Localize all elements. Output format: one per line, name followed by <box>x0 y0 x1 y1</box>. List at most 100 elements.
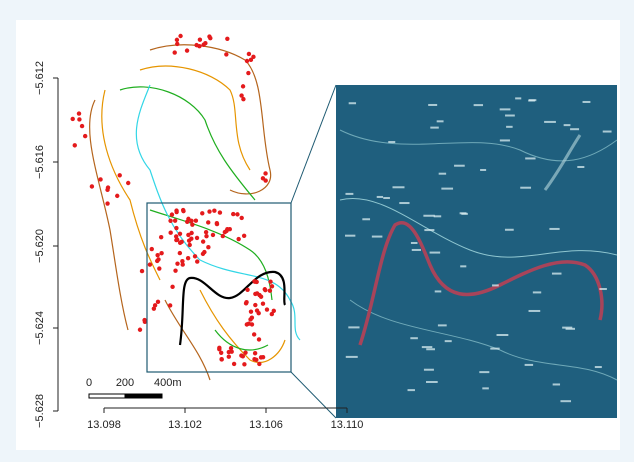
speck <box>500 108 511 110</box>
speck <box>439 173 446 175</box>
speck <box>560 400 571 402</box>
point <box>219 351 223 355</box>
point <box>148 262 152 266</box>
point <box>225 37 229 41</box>
point <box>175 261 179 265</box>
x-tick-label: 13.098 <box>87 419 121 431</box>
speck <box>410 337 418 339</box>
point <box>194 43 198 47</box>
point <box>219 357 223 361</box>
speck <box>426 381 438 383</box>
y-tick-label: −5.628 <box>34 394 46 428</box>
point <box>257 337 261 341</box>
point <box>77 111 81 115</box>
point <box>206 245 210 249</box>
speck <box>430 252 441 254</box>
point <box>261 302 265 306</box>
scale-segment <box>89 394 125 398</box>
point <box>168 219 172 223</box>
speck <box>520 187 531 189</box>
point <box>71 117 75 121</box>
speck <box>562 327 572 329</box>
point <box>270 284 274 288</box>
point <box>207 209 211 213</box>
speck <box>372 236 383 238</box>
point <box>239 353 243 357</box>
point <box>242 362 246 366</box>
x-tick-label: 13.106 <box>249 419 283 431</box>
speck <box>434 215 441 217</box>
point <box>253 351 257 355</box>
speck <box>570 128 579 130</box>
speck <box>399 202 409 204</box>
speck <box>424 229 434 231</box>
point <box>252 332 256 336</box>
point <box>181 262 185 266</box>
map-figure: 13.09813.10213.10613.110−5.612−5.616−5.6… <box>0 0 634 462</box>
speck <box>454 165 465 167</box>
x-tick-label: 13.102 <box>168 419 202 431</box>
speck <box>426 348 435 350</box>
point <box>246 71 250 75</box>
point <box>224 52 228 56</box>
point <box>170 212 174 216</box>
point <box>218 210 222 214</box>
speck <box>544 121 556 123</box>
point <box>256 311 260 315</box>
point <box>190 222 194 226</box>
speck <box>388 141 395 143</box>
point <box>254 358 258 362</box>
scale-segment <box>125 394 162 398</box>
point <box>227 355 231 359</box>
speck <box>490 348 499 350</box>
point <box>225 227 229 231</box>
point <box>175 42 179 46</box>
point <box>253 303 257 307</box>
speck <box>505 115 515 117</box>
zoom-panel <box>336 85 617 418</box>
point <box>208 36 212 40</box>
point <box>181 208 185 212</box>
speck <box>528 100 535 102</box>
point <box>155 253 159 257</box>
point <box>263 171 267 175</box>
point <box>232 362 236 366</box>
speck <box>349 102 356 104</box>
speck <box>362 218 370 220</box>
point <box>138 328 142 332</box>
speck <box>603 131 612 133</box>
point <box>206 220 210 224</box>
point <box>173 50 177 54</box>
point <box>174 238 178 242</box>
point <box>157 266 161 270</box>
speck <box>430 127 438 129</box>
point <box>178 251 182 255</box>
point <box>152 306 156 310</box>
point <box>242 234 246 238</box>
speck <box>533 291 541 293</box>
point <box>212 209 216 213</box>
speck <box>411 242 418 244</box>
point <box>247 52 251 56</box>
speck <box>438 324 447 326</box>
point <box>270 312 274 316</box>
point <box>211 233 215 237</box>
point <box>73 143 77 147</box>
point <box>150 247 154 251</box>
speck <box>435 290 442 292</box>
point <box>90 184 94 188</box>
speck <box>383 197 390 199</box>
speck <box>525 157 535 159</box>
point <box>140 269 144 273</box>
speck <box>348 326 359 328</box>
point <box>194 219 198 223</box>
point <box>105 201 109 205</box>
speck <box>505 229 514 231</box>
point <box>221 234 225 238</box>
point <box>263 178 267 182</box>
point <box>106 185 110 189</box>
point <box>159 251 163 255</box>
point <box>241 84 245 88</box>
speck <box>500 139 510 141</box>
scale-label: 200 <box>116 377 134 389</box>
